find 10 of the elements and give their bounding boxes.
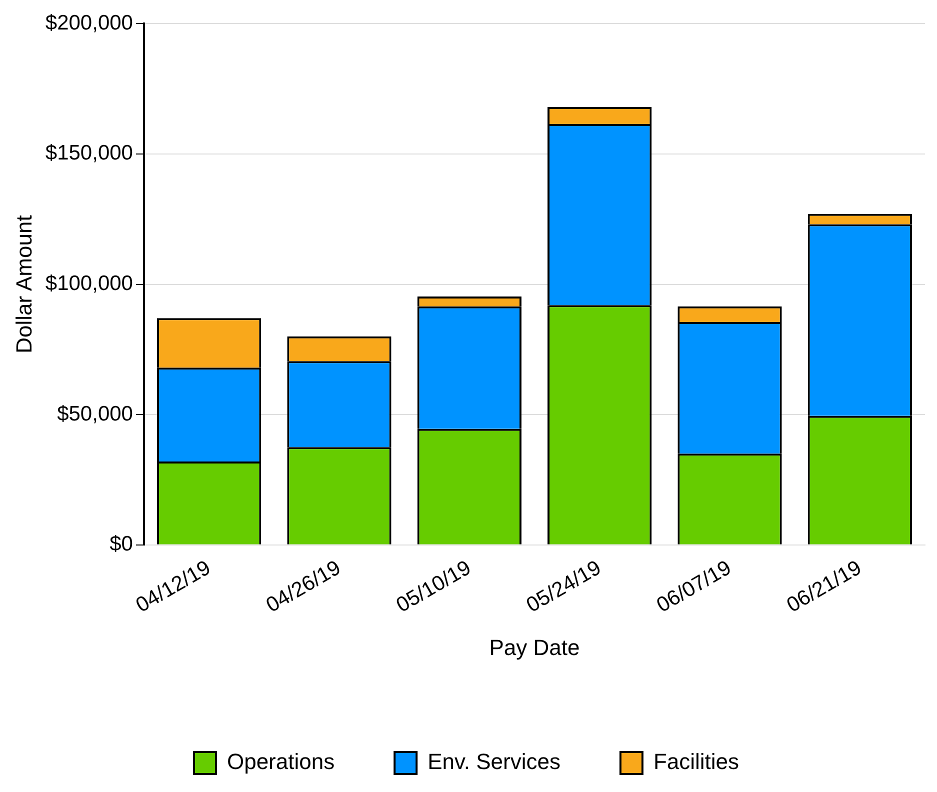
legend-label: Operations (226, 749, 335, 774)
y-tick-label: $0 (110, 532, 133, 556)
legend-label: Facilities (653, 749, 740, 774)
y-axis-title: Dollar Amount (11, 215, 36, 354)
y-tick-label: $200,000 (45, 11, 133, 34)
legend-label: Env. Services (428, 749, 560, 774)
y-tick-label: $50,000 (57, 402, 133, 426)
y-tick-label: $150,000 (45, 142, 133, 165)
x-axis-title: Pay Date (489, 634, 580, 660)
y-tick-label: $100,000 (45, 272, 133, 296)
